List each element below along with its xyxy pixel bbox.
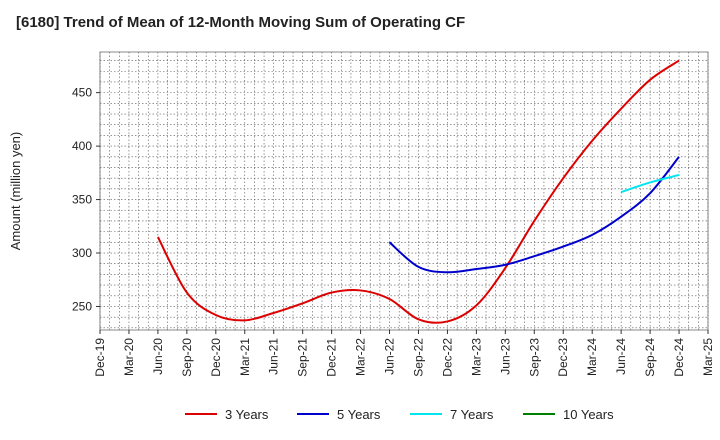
y-tick-label: 350 [72,193,92,207]
x-tick-label: Sep-20 [180,338,194,377]
series-line-3-years [157,59,680,324]
x-axis-ticks: Dec-19 Mar-20 Jun-20 Sep-20 Dec-20 Mar-21 Jun-… [93,330,715,377]
legend-label: 7 Years [450,407,494,422]
y-tick-label: 300 [72,246,92,260]
x-tick-label: Dec-23 [556,338,570,377]
x-tick-label: Jun-22 [383,338,397,375]
legend-item-10-years: 10 Years [523,407,614,422]
x-tick-label: Jun-21 [267,338,281,375]
legend-item-5-years: 5 Years [297,407,381,422]
legend-label: 5 Years [337,407,381,422]
x-tick-label: Dec-20 [209,338,223,377]
series-lines [157,59,680,324]
y-tick-label: 250 [72,299,92,313]
x-tick-label: Jun-20 [151,338,165,375]
y-axis-title: Amount (million yen) [8,132,23,251]
y-tick-label: 450 [72,86,92,100]
x-tick-label: Mar-20 [122,338,136,376]
series-line-5-years [388,156,680,274]
x-tick-label: Mar-21 [238,338,252,376]
x-tick-label: Jun-24 [614,338,628,375]
x-tick-label: Mar-23 [469,338,483,376]
plot-area [99,51,709,331]
legend-label: 10 Years [563,407,614,422]
x-tick-label: Jun-23 [498,338,512,375]
grid [99,52,709,330]
legend: 3 Years 5 Years 7 Years 10 Years [185,407,614,422]
y-axis-ticks: 250 300 350 400 450 [72,86,100,313]
x-tick-label: Dec-24 [672,338,686,377]
x-tick-label: Sep-21 [296,338,310,377]
legend-item-3-years: 3 Years [185,407,269,422]
x-tick-label: Mar-25 [701,338,715,376]
chart-title: [6180] Trend of Mean of 12-Month Moving … [16,14,466,31]
x-tick-label: Dec-21 [325,338,339,377]
x-tick-label: Mar-22 [354,338,368,376]
x-tick-label: Sep-24 [643,338,657,377]
x-tick-label: Dec-19 [93,338,107,377]
x-tick-label: Sep-22 [411,338,425,377]
series-line-7-years [620,173,680,194]
x-tick-label: Mar-24 [585,338,599,376]
legend-item-7-years: 7 Years [410,407,494,422]
y-tick-label: 400 [72,139,92,153]
x-tick-label: Dec-22 [440,338,454,377]
legend-label: 3 Years [225,407,269,422]
x-tick-label: Sep-23 [527,338,541,377]
